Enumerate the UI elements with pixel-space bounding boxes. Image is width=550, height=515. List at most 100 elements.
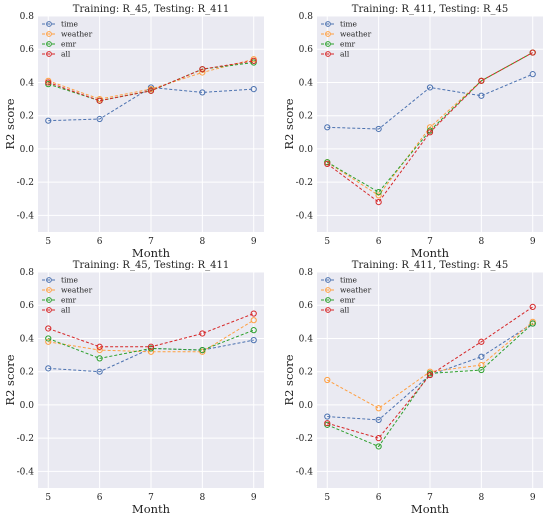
legend-label: time bbox=[61, 276, 79, 285]
x-tick-label: 5 bbox=[324, 493, 330, 503]
x-tick-label: 6 bbox=[97, 237, 103, 247]
chart-title: Training: R_45, Testing: R_411 bbox=[73, 260, 229, 271]
y-tick-label: 0.0 bbox=[20, 401, 35, 411]
data-point-all bbox=[426, 129, 434, 136]
y-tick-label: 0.8 bbox=[20, 12, 35, 22]
chart-title: Training: R_411, Testing: R_45 bbox=[352, 4, 508, 15]
data-point-weather bbox=[45, 338, 52, 345]
x-tick-label: 7 bbox=[148, 493, 154, 503]
data-point-all bbox=[199, 330, 206, 337]
series-line-weather bbox=[327, 321, 534, 409]
legend-label: time bbox=[61, 20, 79, 29]
legend-marker bbox=[325, 51, 331, 57]
data-point-emr bbox=[250, 327, 257, 334]
data-point-emr bbox=[96, 355, 103, 362]
chart-title: Training: R_45, Testing: R_411 bbox=[73, 4, 229, 15]
data-point-time bbox=[478, 353, 485, 360]
data-point-time bbox=[199, 89, 206, 96]
x-tick-label: 5 bbox=[324, 237, 330, 247]
data-point-all bbox=[324, 160, 331, 167]
data-point-weather bbox=[96, 346, 103, 354]
x-tick-label: 9 bbox=[530, 237, 536, 247]
data-point-all bbox=[147, 343, 155, 350]
data-point-all bbox=[250, 310, 257, 317]
series-line-all bbox=[48, 60, 254, 102]
y-tick-label: -0.2 bbox=[17, 434, 34, 444]
series-line-time bbox=[327, 73, 533, 130]
data-point-all bbox=[426, 371, 434, 379]
data-point-emr bbox=[45, 335, 52, 342]
x-tick-label: 9 bbox=[251, 237, 257, 247]
y-tick-label: 0.4 bbox=[299, 78, 314, 88]
legend-label: all bbox=[61, 50, 71, 59]
data-point-all bbox=[478, 77, 485, 84]
x-tick-label: 9 bbox=[251, 493, 257, 503]
series-line-all bbox=[327, 306, 534, 439]
series-line-all bbox=[326, 52, 533, 203]
x-axis-label: Month bbox=[411, 246, 450, 260]
y-tick-label: 0.0 bbox=[299, 401, 314, 411]
data-point-all bbox=[250, 57, 257, 64]
x-tick-label: 5 bbox=[45, 493, 51, 503]
data-point-emr bbox=[199, 346, 206, 354]
legend-marker bbox=[325, 21, 331, 27]
y-tick-label: -0.4 bbox=[17, 211, 35, 221]
y-tick-label: 0.4 bbox=[20, 334, 35, 344]
data-point-emr bbox=[478, 366, 485, 374]
data-point-all bbox=[199, 66, 206, 73]
y-tick-label: -0.2 bbox=[296, 178, 313, 188]
legend-marker bbox=[325, 307, 331, 313]
data-point-emr bbox=[375, 189, 382, 196]
chart-panel-2: 5 6 7 8 9 -0.4 -0.2 0.0 0.2 0.4 0.6 0.8 Training: R_… bbox=[282, 4, 543, 260]
y-axis-label: R2 score bbox=[3, 98, 17, 149]
y-tick-label: -0.2 bbox=[17, 178, 34, 188]
legend-label: weather bbox=[61, 286, 93, 295]
x-tick-label: 9 bbox=[530, 493, 536, 503]
data-point-time bbox=[45, 365, 52, 372]
data-point-time bbox=[250, 337, 257, 344]
x-tick-label: 7 bbox=[427, 493, 433, 503]
legend-label: time bbox=[340, 276, 358, 285]
data-point-emr bbox=[529, 320, 536, 327]
data-point-all bbox=[147, 87, 155, 94]
y-tick-label: 0.2 bbox=[20, 112, 34, 122]
data-point-time bbox=[250, 86, 257, 93]
y-tick-label: 0.6 bbox=[299, 301, 314, 311]
x-tick-label: 8 bbox=[199, 237, 205, 247]
y-axis-label: R2 score bbox=[282, 354, 296, 405]
data-point-all bbox=[478, 338, 485, 345]
data-point-all bbox=[96, 343, 103, 350]
data-point-weather bbox=[375, 192, 382, 199]
y-tick-label: 0.2 bbox=[20, 368, 34, 378]
data-point-all bbox=[324, 420, 331, 427]
data-point-all bbox=[45, 325, 52, 332]
chart-panel-4: 5 6 7 8 9 -0.4 -0.2 0.0 0.2 0.4 0.6 0.8 Training: R_… bbox=[282, 260, 543, 515]
chart-panel-1: 5 6 7 8 9 -0.4 -0.2 0.0 0.2 0.4 0.6 0.8 Training: R_… bbox=[3, 4, 264, 260]
legend-marker bbox=[46, 297, 52, 303]
x-tick-label: 7 bbox=[148, 237, 154, 247]
data-point-weather bbox=[199, 69, 206, 76]
y-tick-label: -0.4 bbox=[296, 211, 314, 221]
legend-marker bbox=[325, 41, 331, 47]
data-point-all bbox=[529, 303, 536, 310]
x-axis-label: Month bbox=[132, 246, 171, 260]
x-tick-label: 6 bbox=[376, 493, 382, 503]
legend-label: all bbox=[61, 306, 71, 315]
data-point-time bbox=[426, 84, 434, 91]
data-point-all bbox=[45, 79, 52, 86]
x-tick-label: 5 bbox=[45, 237, 51, 247]
legend-marker bbox=[325, 297, 331, 303]
legend-marker bbox=[46, 307, 52, 313]
legend-marker bbox=[46, 41, 52, 47]
x-tick-label: 8 bbox=[478, 237, 484, 247]
y-tick-label: -0.2 bbox=[296, 434, 313, 444]
y-axis-label: R2 score bbox=[282, 98, 296, 149]
data-point-weather bbox=[250, 317, 257, 324]
y-tick-label: 0.8 bbox=[299, 268, 314, 278]
x-tick-label: 8 bbox=[478, 493, 484, 503]
legend-label: weather bbox=[340, 286, 372, 295]
x-tick-label: 6 bbox=[97, 493, 103, 503]
